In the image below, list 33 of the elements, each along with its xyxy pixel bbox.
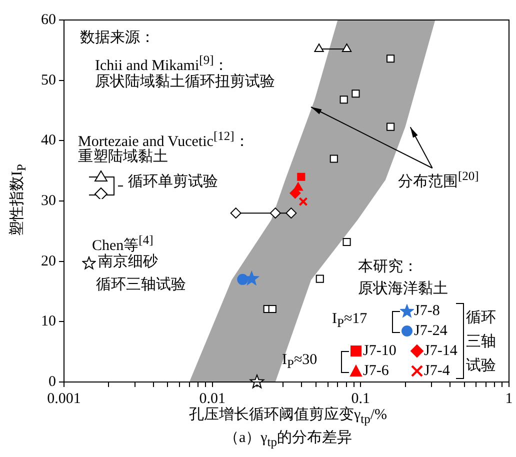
- x-tick-label: 0.1: [351, 390, 370, 407]
- annotation: 原状陆域黏土循环扭剪试验: [95, 74, 275, 91]
- x-axis-title: 孔压增长循环阈值剪应变γ$_{tp}$/%: [188, 407, 388, 428]
- y-tick-label: 30: [41, 192, 56, 209]
- legend-label: 南京细砂: [98, 254, 158, 271]
- legend-label: J7-6: [363, 363, 389, 380]
- annotation: 分布范围$^{[20]}$: [398, 168, 479, 191]
- text: （a）γ$_{tp}$的分布差异: [224, 430, 352, 451]
- legend-label: J7-24: [414, 323, 448, 340]
- legend-label: J7-8: [414, 303, 440, 320]
- y-tick-label: 0: [48, 374, 56, 390]
- legend-label: J7-10: [363, 343, 396, 360]
- annotation: Ichii and Mikami$^{[9]}$：: [95, 52, 229, 74]
- x-tick-label: 0.001: [47, 390, 81, 407]
- legend-label: J7-14: [424, 343, 458, 360]
- annotation: 数据来源：: [80, 30, 155, 47]
- annotation: 原状海洋黏土: [358, 281, 448, 298]
- annotation: I$_{P}$≈17: [332, 311, 368, 332]
- annotation: 循环三轴试验: [466, 309, 497, 376]
- y-tick-label: 10: [41, 314, 56, 330]
- y-tick-label: 40: [41, 132, 56, 149]
- annotation: 重塑陆域黏土: [78, 149, 168, 166]
- x-tick-label: 0.01: [199, 390, 226, 407]
- legend-label: 循环单剪试验: [128, 174, 218, 191]
- x-tick-label: 1: [505, 390, 513, 407]
- annotation: 循环三轴试验: [96, 277, 186, 294]
- y-tick-label: 20: [41, 253, 56, 270]
- annotation: Chen等$^{[4]}$: [92, 232, 154, 254]
- y-tick-label: 60: [41, 12, 56, 28]
- annotation: 本研究：: [358, 259, 418, 276]
- annotation: I$_{P}$≈30: [282, 352, 318, 373]
- y-tick-label: 50: [41, 72, 56, 88]
- legend-label: J7-4: [424, 363, 450, 380]
